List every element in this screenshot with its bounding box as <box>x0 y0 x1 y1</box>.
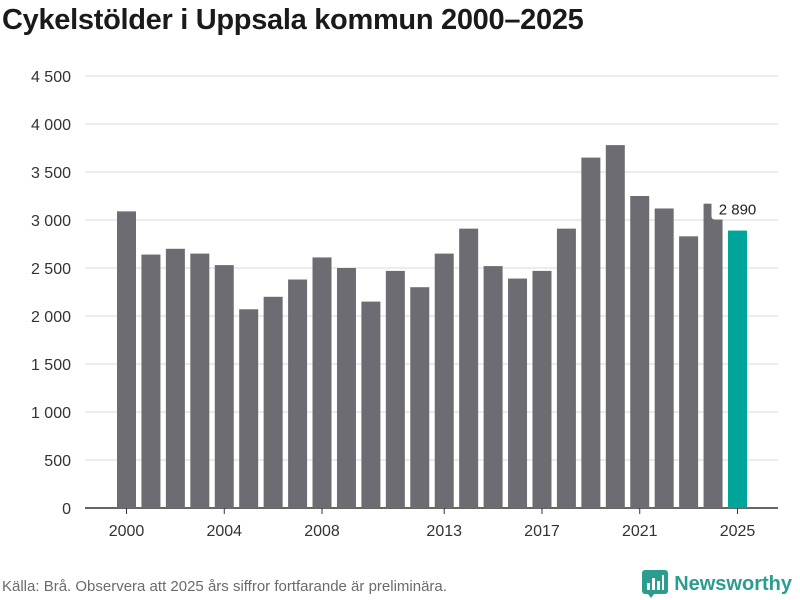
x-tick-label: 2021 <box>622 523 658 540</box>
bar-2005 <box>239 309 259 508</box>
y-tick-label: 2 500 <box>31 261 71 278</box>
bar-2020 <box>605 145 625 508</box>
bar-chart-logo-icon <box>642 570 669 598</box>
source-note: Källa: Brå. Observera att 2025 års siffr… <box>2 578 447 595</box>
bar-2014 <box>459 228 479 508</box>
bar-2021 <box>630 196 650 508</box>
bar-2012 <box>410 287 430 508</box>
bar-2017 <box>532 270 552 508</box>
bar-2006 <box>263 296 283 508</box>
chart-title: Cykelstölder i Uppsala kommun 2000–2025 <box>2 4 584 36</box>
y-axis-ticks: 0 500 1 000 1 500 2 000 2 500 3 000 3 500 4 000 4… <box>31 69 71 518</box>
bar-2022 <box>654 208 674 509</box>
y-tick-label: 3 500 <box>31 165 71 182</box>
y-tick-label: 1 500 <box>31 357 71 374</box>
y-tick-label: 4 000 <box>31 117 71 134</box>
bar-2011 <box>385 270 405 508</box>
data-label-2025: 2 890 <box>719 202 757 219</box>
y-tick-label: 3 000 <box>31 213 71 230</box>
y-tick-label: 500 <box>44 453 71 470</box>
bar-2002 <box>165 248 185 509</box>
y-tick-label: 1 000 <box>31 405 71 422</box>
data-label-background <box>711 200 764 220</box>
x-tick-label: 2017 <box>524 523 560 540</box>
bar-2000 <box>117 211 136 509</box>
y-tick-label: 2 000 <box>31 309 71 326</box>
y-tick-label: 4 500 <box>31 69 71 86</box>
x-tick-label: 2025 <box>720 523 756 540</box>
bar-2013 <box>434 253 454 508</box>
bar-2001 <box>141 254 161 508</box>
y-tick-label: 0 <box>62 501 71 518</box>
bar-2003 <box>190 253 210 508</box>
bar-2008 <box>312 257 332 508</box>
bar-2007 <box>288 279 308 508</box>
x-tick-label: 2004 <box>206 523 242 540</box>
bar-2004 <box>214 265 234 508</box>
bar-2010 <box>361 301 381 508</box>
bar-2025 <box>728 230 747 508</box>
x-tick-label: 2013 <box>426 523 462 540</box>
x-axis-ticks: 2000 2004 2008 2013 2017 2021 2025 <box>109 508 756 540</box>
bar-2023 <box>679 236 699 508</box>
grid-lines <box>85 75 778 509</box>
bar-2019 <box>581 157 601 508</box>
bars <box>117 145 747 509</box>
bar-2016 <box>508 278 528 508</box>
annotations: 2 890 <box>711 200 764 220</box>
bar-2015 <box>483 266 503 508</box>
bar-2018 <box>556 228 576 508</box>
x-tick-label: 2000 <box>109 523 145 540</box>
x-tick-label: 2008 <box>304 523 340 540</box>
bar-2024 <box>703 203 723 508</box>
brand-name: Newsworthy <box>674 572 792 595</box>
bar-chart: 0 500 1 000 1 500 2 000 2 500 3 000 3 500 4 000 4… <box>31 69 778 540</box>
bar-2009 <box>336 268 356 508</box>
brand-logo[interactable]: Newsworthy <box>642 570 792 598</box>
